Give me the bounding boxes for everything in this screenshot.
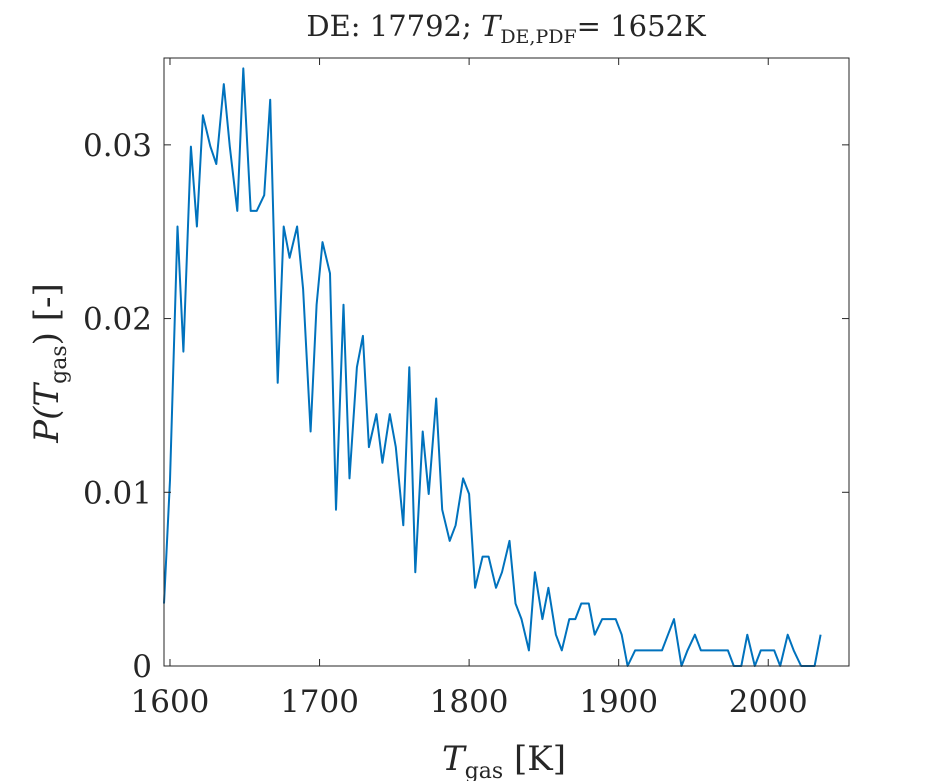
series-line-0 bbox=[163, 67, 822, 667]
chart-title-subscript: DE,PDF bbox=[500, 26, 576, 48]
x-axis-label-var: T bbox=[442, 739, 467, 779]
y-axis-label-suffix: ) [-] bbox=[27, 283, 67, 345]
y-tick-label: 0.03 bbox=[83, 128, 152, 164]
x-axis-label: Tgas [K] bbox=[442, 739, 566, 781]
x-tick-label: 1900 bbox=[579, 684, 658, 720]
axes-box bbox=[163, 57, 850, 667]
y-tick-label: 0.02 bbox=[83, 302, 152, 338]
y-axis-label-subscript: gas bbox=[47, 345, 72, 384]
y-axis-label-var: T bbox=[27, 382, 67, 407]
x-tick-label: 1700 bbox=[280, 684, 359, 720]
x-tick-label: 2000 bbox=[729, 684, 808, 720]
x-tick-label: 1800 bbox=[430, 684, 509, 720]
x-axis-label-subscript: gas bbox=[465, 759, 504, 781]
axes-layer: 1600 1700 1800 1900 2000 0 0.01 0.02 0.03 bbox=[83, 57, 850, 720]
y-axis-label: P(Tgas) [-] bbox=[27, 283, 72, 443]
chart-title-suffix: = 1652K bbox=[577, 9, 707, 43]
y-tick-label: 0 bbox=[132, 649, 152, 685]
chart-title: DE: 17792; TDE,PDF= 1652K bbox=[306, 9, 707, 48]
series-layer bbox=[163, 67, 822, 667]
x-axis-label-suffix: [K] bbox=[503, 739, 566, 779]
x-tick-label: 1600 bbox=[131, 684, 210, 720]
y-axis-label-prefix: P( bbox=[27, 406, 67, 444]
chart-title-prefix: DE: 17792; bbox=[306, 9, 481, 43]
y-tick-label: 0.01 bbox=[83, 475, 152, 511]
chart-title-var: T bbox=[481, 9, 503, 43]
